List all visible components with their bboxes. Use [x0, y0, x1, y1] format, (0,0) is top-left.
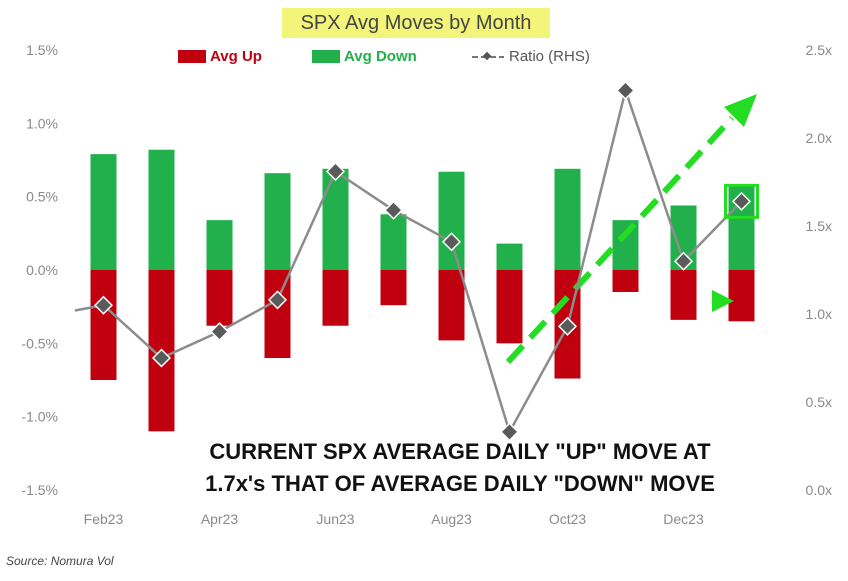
avg-down-bar	[322, 168, 349, 270]
trend-arrow-head	[724, 94, 757, 127]
avg-down-bar	[496, 243, 523, 270]
left-tick-label: 0.5%	[26, 189, 58, 205]
ratio-line	[74, 80, 759, 442]
ratio-point	[557, 316, 578, 336]
avg-up-bar	[728, 270, 755, 322]
trend-arrow-line	[505, 115, 735, 365]
ratio-point	[209, 322, 230, 342]
avg-down-bar	[554, 168, 581, 270]
ratio-point	[615, 80, 636, 101]
ratio-point	[93, 295, 114, 315]
ratio-point	[441, 232, 462, 252]
avg-down-bar	[148, 149, 175, 270]
right-tick-label: 2.5x	[806, 42, 832, 58]
annotation-line-1: CURRENT SPX AVERAGE DAILY "UP" MOVE AT	[209, 439, 711, 464]
avg-down-bar	[380, 214, 407, 270]
chart-title: SPX Avg Moves by Month	[282, 8, 550, 38]
right-tick-label: 0.0x	[806, 482, 832, 498]
left-tick-label: 1.5%	[26, 42, 58, 58]
right-tick-label: 0.5x	[806, 394, 832, 410]
legend-swatch-down	[312, 50, 340, 63]
x-tick-label: Feb23	[84, 511, 124, 527]
legend-item-avg-down: Avg Down	[312, 48, 417, 65]
ratio-point	[267, 290, 288, 310]
legend-label-avg-down: Avg Down	[344, 48, 417, 65]
avg-up-bar	[206, 270, 233, 326]
avg-up-bars	[90, 270, 755, 432]
right-tick-label: 1.5x	[806, 218, 832, 234]
source-note: Source: Nomura Vol	[6, 554, 114, 568]
legend-label-ratio: Ratio (RHS)	[509, 48, 590, 65]
x-tick-label: Jun23	[316, 511, 354, 527]
avg-up-bar	[496, 270, 523, 344]
left-axis-ticks: -1.5% -1.0% -0.5% 0.0% 0.5% 1.0% 1.5%	[21, 42, 58, 498]
ratio-point	[731, 191, 752, 211]
legend-item-avg-up: Avg Up	[178, 48, 262, 65]
trend-arrow	[505, 94, 757, 365]
legend: Avg Up Avg Down Ratio (RHS)	[0, 48, 848, 70]
right-tick-label: 1.0x	[806, 306, 832, 322]
avg-up-bar	[670, 270, 697, 320]
legend-item-ratio: Ratio (RHS)	[470, 48, 590, 65]
highlight-box	[724, 183, 759, 219]
avg-up-bar	[612, 270, 639, 292]
ratio-point	[151, 348, 172, 368]
legend-swatch-ratio	[472, 51, 504, 60]
left-tick-label: 0.0%	[26, 262, 58, 278]
avg-up-bar	[322, 270, 349, 326]
avg-down-bar	[206, 220, 233, 270]
left-tick-label: 1.0%	[26, 115, 58, 131]
left-tick-label: -1.0%	[21, 409, 58, 425]
x-tick-label: Apr23	[201, 511, 239, 527]
avg-down-bar	[90, 154, 117, 270]
ratio-point	[325, 161, 346, 181]
avg-down-bars	[90, 149, 755, 270]
annotation-text: CURRENT SPX AVERAGE DAILY "UP" MOVE AT 1…	[150, 436, 770, 500]
left-tick-label: -0.5%	[21, 335, 58, 351]
left-tick-label: -1.5%	[21, 482, 58, 498]
ratio-point	[499, 422, 520, 442]
legend-swatch-up	[178, 50, 206, 63]
ratio-series-line	[74, 86, 743, 436]
avg-down-bar	[264, 173, 291, 270]
ratio-point	[673, 251, 694, 271]
avg-down-bar	[438, 171, 465, 270]
pointer-triangle	[712, 290, 734, 312]
avg-up-bar	[380, 270, 407, 306]
x-axis-ticks: Feb23 Apr23 Jun23 Aug23 Oct23 Dec23	[84, 511, 704, 527]
right-tick-label: 2.0x	[806, 130, 832, 146]
avg-up-bar	[90, 270, 117, 380]
avg-up-bar	[264, 270, 291, 358]
ratio-point	[383, 200, 404, 220]
x-tick-label: Aug23	[431, 511, 472, 527]
x-tick-label: Oct23	[549, 511, 587, 527]
x-tick-label: Dec23	[663, 511, 704, 527]
annotation-line-2: 1.7x's THAT OF AVERAGE DAILY "DOWN" MOVE	[205, 471, 715, 496]
avg-up-bar	[438, 270, 465, 341]
right-axis-ticks: 0.0x 0.5x 1.0x 1.5x 2.0x 2.5x	[806, 42, 832, 498]
legend-label-avg-up: Avg Up	[210, 48, 262, 65]
